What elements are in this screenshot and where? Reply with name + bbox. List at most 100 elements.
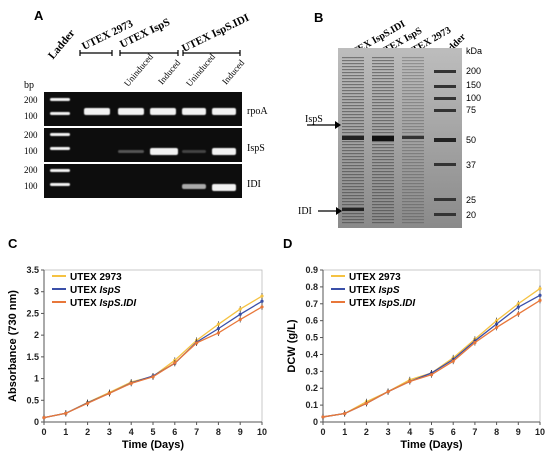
legend-label: UTEX 2973	[70, 272, 122, 283]
gel-IspS	[44, 128, 242, 162]
data-point	[451, 359, 455, 363]
series-line	[43, 306, 263, 419]
y-tick-label: 0.4	[305, 349, 318, 359]
data-point	[495, 322, 499, 326]
legend-label: UTEX IspS	[349, 285, 400, 296]
x-tick-label: 6	[451, 427, 456, 437]
x-tick-label: 5	[150, 427, 155, 437]
legend-label: UTEX IspS	[70, 285, 121, 296]
gene-IDI: IDI	[247, 179, 261, 190]
data-point	[408, 379, 412, 384]
data-point	[516, 305, 520, 309]
data-point	[364, 401, 368, 406]
y-tick-label: 0.3	[305, 366, 318, 376]
gel-rpoA	[44, 92, 242, 126]
data-point	[538, 286, 542, 291]
data-point	[129, 381, 133, 385]
x-tick-label: 10	[257, 427, 267, 437]
data-point	[64, 411, 68, 415]
data-point	[151, 375, 155, 379]
x-tick-label: 2	[364, 427, 369, 437]
gel-IDI	[44, 164, 242, 198]
x-tick-label: 10	[535, 427, 545, 437]
data-point	[321, 415, 325, 419]
y-tick-label: 2	[34, 330, 39, 340]
size-100-row2: 100	[24, 146, 38, 156]
marker-25: 25	[466, 195, 477, 205]
series-line	[43, 300, 263, 419]
x-tick-label: 7	[194, 427, 199, 437]
x-tick-label: 4	[129, 427, 134, 437]
gene-IspS: IspS	[247, 143, 265, 154]
x-tick-label: 3	[386, 427, 391, 437]
y-axis-label: Absorbance (730 nm)	[7, 290, 19, 402]
y-tick-label: 0.8	[305, 282, 318, 292]
marker-200: 200	[466, 66, 482, 76]
data-point	[216, 331, 220, 335]
x-tick-label: 1	[63, 427, 68, 437]
arrow-label-idi: IDI	[298, 206, 312, 217]
marker-20: 20	[466, 210, 477, 220]
series-line	[322, 299, 541, 418]
marker-50: 50	[466, 135, 477, 145]
data-point	[260, 294, 264, 298]
size-200-row1: 200	[24, 95, 38, 105]
y-tick-label: 0.5	[305, 333, 318, 343]
x-tick-label: 8	[216, 427, 221, 437]
y-tick-label: 0	[313, 417, 318, 427]
data-point	[238, 317, 242, 322]
data-point	[343, 411, 347, 416]
marker-150: 150	[466, 80, 482, 90]
x-tick-label: 2	[85, 427, 90, 437]
x-tick-label: 5	[429, 427, 434, 437]
kda-label: kDa	[466, 46, 483, 56]
x-tick-label: 9	[238, 427, 243, 437]
y-tick-label: 2.5	[26, 308, 39, 318]
x-tick-label: 1	[342, 427, 347, 437]
size-200-row2: 200	[24, 130, 38, 140]
data-point	[238, 312, 242, 316]
data-point	[238, 307, 242, 311]
data-point	[473, 341, 477, 345]
panel-b-label: B	[314, 10, 324, 25]
data-point	[216, 327, 220, 331]
x-tick-label: 7	[472, 427, 477, 437]
panel-c-label: C	[8, 236, 18, 251]
x-tick-label: 9	[516, 427, 521, 437]
size-100-row3: 100	[24, 181, 38, 191]
y-tick-label: 0	[34, 417, 39, 427]
x-tick-label: 0	[41, 427, 46, 437]
protein-gel	[338, 48, 462, 228]
data-point	[429, 373, 434, 377]
data-point	[260, 305, 264, 309]
x-tick-label: 6	[172, 427, 177, 437]
y-tick-label: 0.7	[305, 299, 318, 309]
chart-d-dcw: 0 0.1 0.2 0.3 0.4 0.5 0.6 0.7 0.8 0.9 0 1 2 3 4 5 6 7 8 9 10…	[286, 265, 545, 451]
data-point	[260, 299, 264, 303]
chart-c-absorbance: 0 0.5 1 1.5 2 2.5 3 3.5 0 1 2 3 4 5 6 7 8 9 10 Time (Days) A…	[7, 265, 267, 451]
size-100-row1: 100	[24, 111, 38, 121]
y-tick-label: 0.6	[305, 316, 318, 326]
x-axis-label: Time (Days)	[122, 439, 184, 451]
legend-label: UTEX 2973	[349, 272, 401, 283]
data-point	[86, 401, 90, 405]
y-axis-label: DCW (g/L)	[286, 319, 298, 372]
y-tick-label: 3	[34, 287, 39, 297]
marker-75: 75	[466, 105, 477, 115]
data-point	[516, 302, 520, 306]
x-tick-label: 3	[107, 427, 112, 437]
data-point	[538, 293, 542, 297]
size-200-row3: 200	[24, 165, 38, 175]
data-point	[386, 390, 390, 394]
data-point	[173, 361, 177, 365]
y-tick-label: 1.5	[26, 352, 39, 362]
y-tick-label: 0.1	[305, 400, 318, 410]
x-axis-label: Time (Days)	[400, 439, 462, 451]
x-tick-label: 0	[320, 427, 325, 437]
panel-a-label: A	[34, 8, 44, 23]
data-point	[495, 325, 499, 330]
bp-label: bp	[24, 80, 34, 91]
data-point	[516, 312, 520, 316]
data-point	[195, 341, 199, 345]
marker-37: 37	[466, 160, 477, 170]
